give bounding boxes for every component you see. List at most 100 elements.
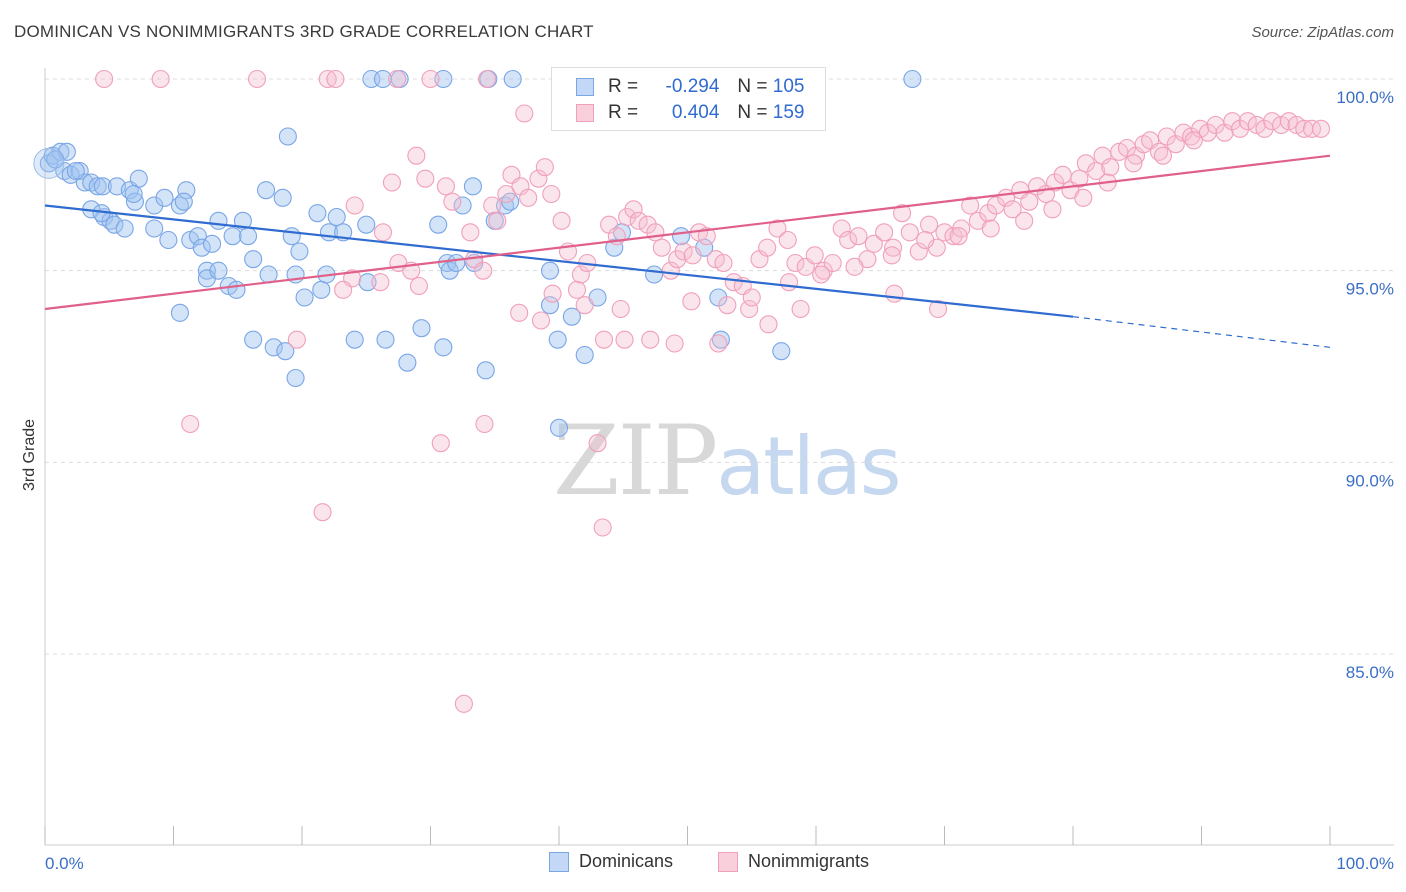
dominicans-point	[345, 330, 364, 349]
dominicans-point	[124, 184, 143, 204]
dominicans-point	[145, 196, 164, 215]
nonimmigrants-point	[1124, 154, 1143, 173]
dominicans-point	[273, 188, 292, 207]
nonimmigrants-point	[724, 273, 743, 292]
nonimmigrants-point	[714, 253, 733, 273]
watermark: ZIPatlas	[553, 405, 902, 517]
axes	[44, 68, 1394, 846]
legend-r-label: R =	[608, 76, 639, 97]
nonimmigrants-point	[864, 234, 883, 253]
nonimmigrants-point	[1231, 119, 1250, 138]
nonimmigrants-point	[674, 242, 693, 261]
dominicans-point	[308, 204, 327, 223]
nonimmigrants-point	[519, 188, 538, 207]
nonimmigrants-point	[661, 261, 680, 280]
nonimmigrants-point	[791, 299, 810, 319]
nonimmigrants-point	[543, 284, 562, 303]
nonimmigrants-point	[624, 200, 643, 219]
dominicans-point	[155, 188, 174, 207]
nonimmigrants-point	[436, 177, 455, 196]
nonimmigrants-point	[611, 299, 630, 319]
nonimmigrants-point	[571, 265, 590, 284]
nonimmigrants-point	[542, 184, 561, 204]
dominicans-point	[278, 127, 297, 146]
nonimmigrants-point	[1238, 112, 1257, 131]
dominicans-point	[203, 234, 222, 253]
nonimmigrants-point	[812, 265, 831, 284]
y-axis-title: 3rd Grade	[21, 419, 38, 491]
nonimmigrants-point	[920, 215, 939, 234]
nonimmigrants-point	[668, 250, 687, 269]
nonimmigrants-point	[151, 69, 170, 89]
chart-source: Source: ZipAtlas.com	[1251, 24, 1394, 41]
nonimmigrants-point	[1101, 158, 1120, 177]
series-label-dominicans: Dominicans	[579, 851, 674, 871]
dominicans-point	[259, 265, 278, 284]
series-legend-dominicans[interactable]: Dominicans	[549, 851, 673, 872]
dominicans-point	[145, 219, 164, 238]
nonimmigrants-point	[768, 219, 787, 238]
dominicans-point	[447, 253, 466, 273]
nonimmigrants-point	[461, 223, 480, 242]
dominicans-point	[398, 353, 417, 372]
legend-r-value-dominicans: -0.294	[665, 76, 720, 97]
nonimmigrants-point	[893, 204, 912, 223]
nonimmigrants-point	[916, 230, 935, 250]
dominicans-point	[223, 227, 242, 246]
nonimmigrants-point	[629, 211, 648, 230]
nonimmigrants-point	[786, 253, 805, 273]
nonimmigrants-point	[326, 69, 345, 89]
dominicans-point	[93, 177, 112, 196]
chart-title: DOMINICAN VS NONIMMIGRANTS 3RD GRADE COR…	[14, 22, 594, 41]
nonimmigrants-point	[373, 223, 393, 242]
nonimmigrants-point	[334, 280, 353, 299]
nonimmigrants-point	[575, 296, 594, 315]
watermark-atlas: atlas	[716, 420, 901, 513]
dominicans-trend-extension	[1072, 316, 1331, 348]
nonimmigrants-point	[421, 69, 440, 89]
dominicans-point	[575, 345, 594, 365]
nonimmigrants-point	[483, 196, 502, 215]
nonimmigrants-point	[474, 261, 493, 280]
dominicans-point	[645, 265, 664, 284]
dominicans-point	[548, 330, 567, 349]
legend-row-dominicans: R = -0.294 N = 105	[576, 76, 804, 98]
nonimmigrants-point	[615, 330, 634, 349]
dominicans-point	[66, 161, 85, 181]
dominicans-point	[177, 181, 196, 200]
nonimmigrants-point	[1153, 146, 1172, 165]
nonimmigrants-point	[318, 69, 337, 89]
nonimmigrants-point	[759, 315, 778, 334]
nonimmigrants-point	[929, 299, 948, 319]
nonimmigrants-point	[900, 223, 919, 242]
dominicans-point	[562, 307, 581, 326]
nonimmigrants-point	[443, 192, 462, 211]
nonimmigrants-point	[515, 104, 534, 123]
legend-n-value-dominicans: 105	[772, 76, 805, 97]
nonimmigrants-point	[95, 69, 114, 89]
series-legend-nonimmigrants[interactable]: Nonimmigrants	[718, 851, 869, 872]
nonimmigrants-point	[832, 219, 851, 238]
dominicans-point	[903, 69, 922, 89]
nonimmigrants-point	[593, 518, 612, 537]
correlation-legend: R = -0.294 N = 105 R = 0.404 N = 159	[551, 67, 826, 131]
dominicans-point	[540, 296, 560, 315]
dominicans-point	[295, 288, 314, 307]
dominicans-point	[209, 211, 228, 230]
nonimmigrants-point	[1076, 154, 1095, 173]
nonimmigrants-point	[740, 299, 759, 319]
nonimmigrants-point	[247, 69, 267, 89]
nonimmigrants-point	[823, 253, 842, 273]
nonimmigrants-point	[510, 303, 529, 322]
legend-row-nonimmigrants: R = 0.404 N = 159	[576, 102, 804, 124]
dominicans-points	[33, 69, 922, 437]
nonimmigrants-point	[909, 242, 928, 261]
nonimmigrants-point	[665, 334, 684, 353]
nonimmigrants-point	[497, 184, 516, 204]
series-legend: Dominicans Nonimmigrants	[0, 851, 1406, 877]
legend-swatch-dominicans	[576, 78, 594, 96]
dominicans-point	[125, 192, 144, 211]
nonimmigrants-point	[588, 434, 607, 453]
dominicans-point	[434, 69, 453, 89]
nonimmigrants-point	[618, 207, 637, 227]
